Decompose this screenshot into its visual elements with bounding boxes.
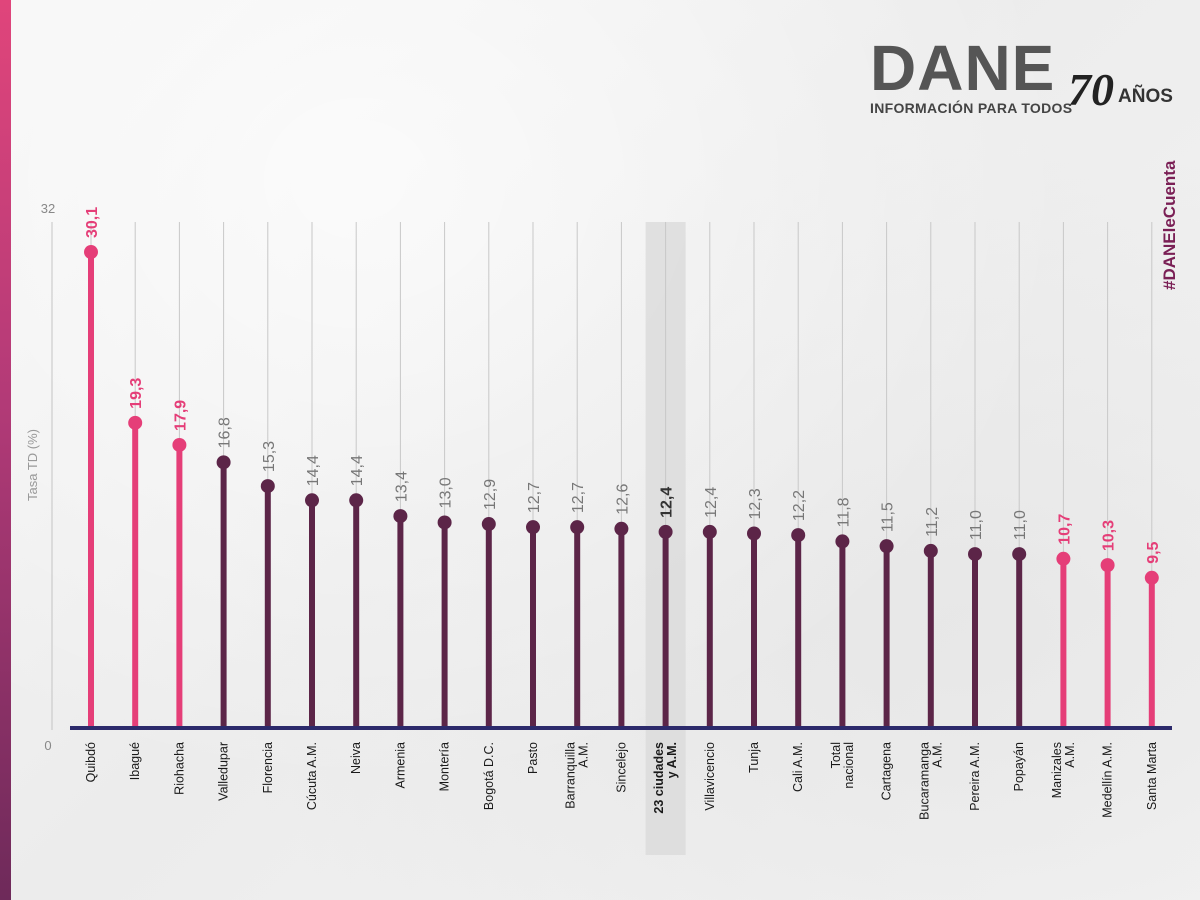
value-label: 12,4 (703, 487, 720, 518)
category-label: Sincelejo (614, 742, 628, 793)
value-label: 11,8 (835, 497, 852, 527)
category-label: Florencia (261, 742, 275, 793)
lollipop-dot (702, 524, 717, 539)
lollipop-dot (747, 526, 761, 541)
category-label: Santa Marta (1145, 742, 1159, 810)
value-label: 15,3 (261, 441, 278, 472)
dane-logo: DANE INFORMACIÓN PARA TODOS (870, 32, 1073, 116)
category-label: Villavicencio (703, 742, 717, 811)
value-label: 12,7 (570, 482, 587, 513)
value-label: 10,7 (1056, 514, 1073, 545)
lollipop-dot (305, 493, 319, 508)
value-label: 10,3 (1101, 520, 1118, 551)
lollipop-dot (570, 520, 585, 535)
value-label: 12,3 (747, 488, 764, 519)
category-label: Valledupar (217, 742, 231, 801)
category-label: Cali A.M. (791, 742, 805, 792)
value-label: 9,5 (1145, 541, 1162, 563)
category-label: Quibdó (84, 742, 98, 782)
value-label: 12,6 (614, 484, 631, 515)
lollipop-dot (260, 479, 275, 494)
lollipop-dot (879, 539, 894, 554)
category-label: Bogotá D.C. (482, 742, 496, 810)
category-label: BucaramangaA.M. (917, 742, 944, 820)
value-label: 11,0 (1012, 510, 1029, 540)
lollipop-dot (349, 493, 364, 508)
category-label: Tunja (747, 742, 761, 773)
y-tick-label-max: 32 (41, 201, 55, 216)
lollipop-dot (658, 524, 673, 539)
category-label: Medellín A.M. (1101, 742, 1115, 818)
category-label: Totalnacional (829, 742, 856, 789)
lollipop-dot (393, 509, 408, 524)
value-label: 11,5 (880, 502, 897, 532)
category-label: Riohacha (172, 742, 186, 795)
value-label: 12,2 (791, 490, 808, 521)
value-label: 12,4 (659, 487, 676, 518)
category-label: Montería (438, 742, 452, 791)
lollipop-dot (1100, 558, 1115, 573)
lollipop-dot (481, 517, 496, 532)
y-axis-label: Tasa TD (%) (25, 429, 40, 501)
logo-tagline: INFORMACIÓN PARA TODOS (870, 100, 1073, 116)
value-label: 19,3 (128, 378, 145, 409)
lollipop-dot (172, 437, 187, 452)
category-label: Popayán (1012, 742, 1026, 791)
value-label: 17,9 (172, 400, 189, 431)
value-label: 12,7 (526, 482, 543, 513)
lollipop-dot (84, 245, 98, 260)
lollipop-dot (128, 415, 143, 430)
lollipop-dot (614, 521, 629, 536)
category-label: Pasto (526, 742, 540, 774)
anniversary-badge: 70 AÑOS (1068, 64, 1173, 115)
category-label: Neiva (349, 742, 363, 774)
lollipop-dot (1056, 551, 1071, 566)
category-label: Cartagena (880, 742, 894, 800)
value-label: 12,9 (482, 479, 499, 510)
left-accent-strip (0, 0, 11, 900)
lollipop-dot (791, 528, 806, 543)
lollipop-dot (1012, 547, 1027, 562)
y-tick-label-min: 0 (44, 738, 51, 753)
category-label: Ibagué (128, 742, 142, 780)
value-label: 13,4 (393, 471, 410, 502)
value-label: 14,4 (305, 455, 322, 486)
lollipop-dot (968, 547, 982, 562)
category-label: ManizalesA.M. (1050, 742, 1077, 798)
value-label: 13,0 (438, 477, 455, 508)
lollipop-dot (437, 515, 452, 530)
category-label: BarranquillaA.M. (564, 742, 591, 809)
lollipop-dot (1144, 570, 1159, 585)
value-label: 11,0 (968, 510, 985, 540)
lollipop-dot (923, 543, 938, 558)
anniversary-text: AÑOS (1118, 86, 1173, 107)
category-label: Armenia (393, 742, 407, 789)
lollipop-dot (835, 534, 850, 549)
lollipop-dot (216, 455, 231, 470)
category-label: 23 ciudadesy A.M. (652, 742, 679, 814)
category-label: Pereira A.M. (968, 742, 982, 811)
value-label: 16,8 (217, 417, 234, 448)
category-label: Cúcuta A.M. (305, 742, 319, 810)
logo-wordmark: DANE (870, 32, 1056, 104)
value-label: 11,2 (924, 507, 941, 537)
value-label: 14,4 (349, 455, 366, 486)
value-label: 30,1 (84, 207, 101, 238)
anniversary-number: 70 (1068, 64, 1114, 115)
lollipop-dot (526, 520, 540, 535)
